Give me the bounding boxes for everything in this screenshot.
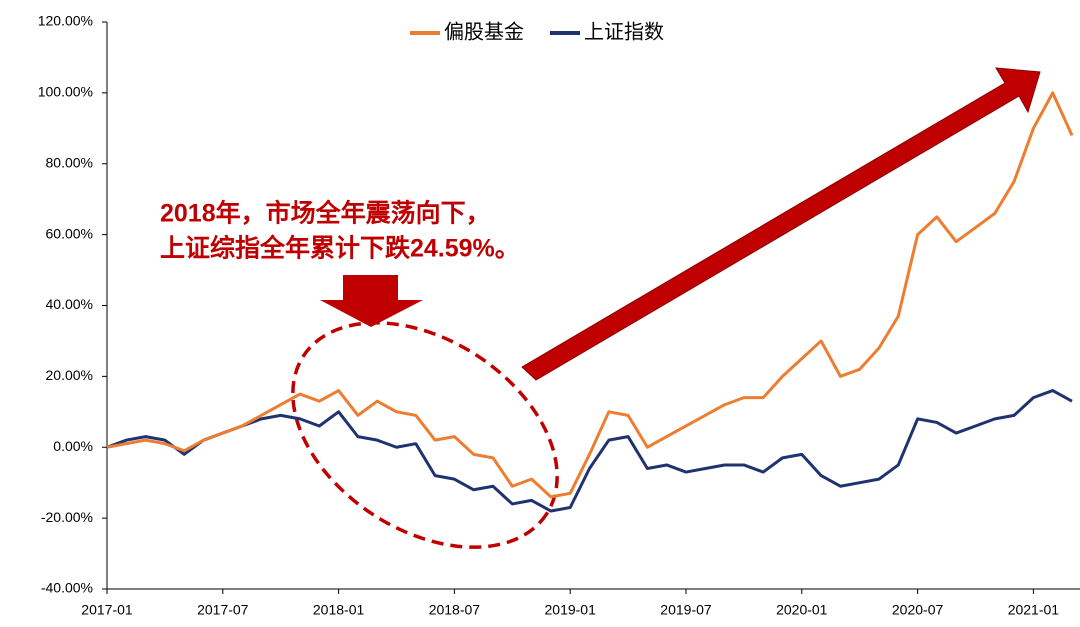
x-tick-label: 2020-01 — [776, 602, 828, 618]
x-tick-label: 2017-07 — [197, 602, 249, 618]
x-tick-label: 2019-01 — [545, 602, 597, 618]
x-tick-label: 2020-07 — [892, 602, 944, 618]
series-line — [106, 91, 1074, 499]
down-arrow — [320, 275, 423, 327]
x-tick-label: 2019-07 — [660, 602, 712, 618]
y-tick-label: 40.00% — [46, 296, 93, 312]
annotation: 2018年，市场全年震荡向下， — [160, 199, 491, 228]
x-tick-label: 2018-01 — [313, 602, 365, 618]
x-tick-label: 2017-01 — [81, 602, 133, 618]
y-tick-label: 80.00% — [46, 154, 93, 170]
annotation: 上证综指全年累计下跌24.59%。 — [160, 234, 520, 263]
up-arrow — [521, 67, 1041, 381]
series-line — [106, 389, 1073, 513]
legend-label: 上证指数 — [584, 20, 664, 43]
x-tick-label: 2018-07 — [429, 602, 481, 618]
y-tick-label: 20.00% — [46, 367, 93, 383]
x-tick-label: 2021-01 — [1008, 602, 1060, 618]
y-tick-label: -40.00% — [41, 580, 93, 596]
legend-label: 偏股基金 — [444, 20, 524, 43]
y-tick-label: 0.00% — [53, 438, 93, 454]
y-tick-label: -20.00% — [41, 509, 93, 525]
y-tick-label: 120.00% — [38, 13, 93, 29]
y-tick-label: 100.00% — [38, 84, 93, 100]
highlight-ellipse — [291, 321, 559, 549]
y-tick-label: 60.00% — [46, 225, 93, 241]
